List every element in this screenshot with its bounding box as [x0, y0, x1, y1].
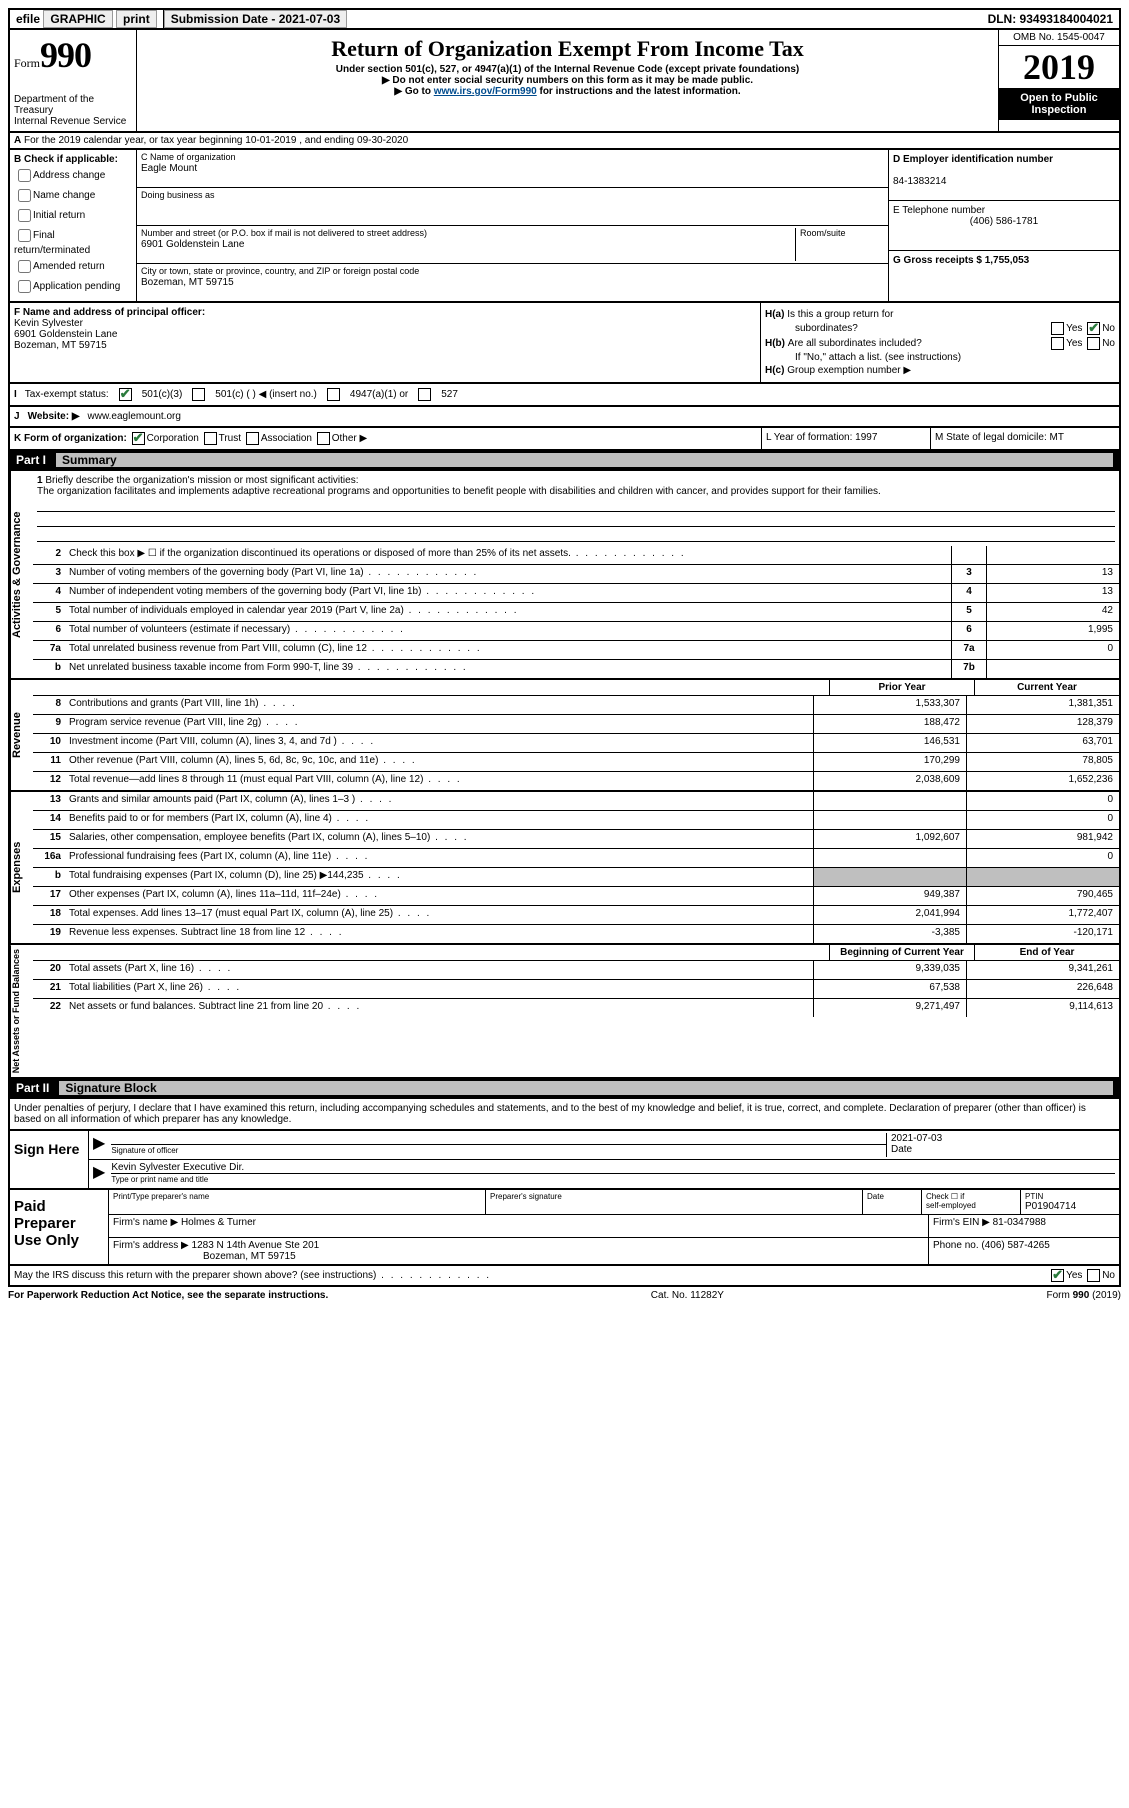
gross-receipts: G Gross receipts $ 1,755,053 [893, 255, 1029, 266]
table-row: bNet unrelated business taxable income f… [33, 660, 1119, 678]
table-row: 19Revenue less expenses. Subtract line 1… [33, 925, 1119, 943]
table-row: 10Investment income (Part VIII, column (… [33, 734, 1119, 753]
part1-header: Part ISummary [8, 451, 1121, 471]
open-to-public: Open to Public Inspection [999, 88, 1119, 120]
dept-label: Department of the Treasury Internal Reve… [14, 94, 132, 127]
table-row: 3Number of voting members of the governi… [33, 565, 1119, 584]
form-number: 990 [40, 35, 91, 75]
ein: 84-1383214 [893, 176, 946, 187]
page-footer: For Paperwork Reduction Act Notice, see … [8, 1287, 1121, 1304]
netassets-col-header: Beginning of Current Year End of Year [33, 945, 1119, 961]
website-url: www.eaglemount.org [88, 411, 181, 422]
side-label-governance: Activities & Governance [10, 471, 33, 678]
sig-date: 2021-07-03 [891, 1133, 1111, 1144]
table-row: bTotal fundraising expenses (Part IX, co… [33, 868, 1119, 887]
table-row: 4Number of independent voting members of… [33, 584, 1119, 603]
ptin: P01904714 [1025, 1201, 1076, 1212]
firm-ein: 81-0347988 [993, 1217, 1046, 1228]
print-btn[interactable]: print [116, 10, 157, 28]
row-a: A For the 2019 calendar year, or tax yea… [8, 133, 1121, 150]
declaration-text: Under penalties of perjury, I declare th… [8, 1099, 1121, 1131]
firm-address: 1283 N 14th Avenue Ste 201 [192, 1240, 320, 1251]
table-row: 21Total liabilities (Part X, line 26)67,… [33, 980, 1119, 999]
firm-name: Holmes & Turner [181, 1217, 256, 1228]
form-word: Form [14, 56, 40, 70]
title-col: Return of Organization Exempt From Incom… [137, 30, 998, 131]
table-row: 11Other revenue (Part VIII, column (A), … [33, 753, 1119, 772]
table-row: 17Other expenses (Part IX, column (A), l… [33, 887, 1119, 906]
col-f: F Name and address of principal officer:… [10, 303, 761, 382]
irs-link[interactable]: www.irs.gov/Form990 [434, 86, 537, 97]
col-h: H(a) Is this a group return for subordin… [761, 303, 1119, 382]
table-row: 5Total number of individuals employed in… [33, 603, 1119, 622]
paid-preparer-block: Paid Preparer Use Only Print/Type prepar… [8, 1190, 1121, 1266]
state-of-domicile: M State of legal domicile: MT [930, 428, 1119, 449]
table-row: 16aProfessional fundraising fees (Part I… [33, 849, 1119, 868]
officer-name-title: Kevin Sylvester Executive Dir. [111, 1162, 1115, 1173]
sig-arrow-icon: ▶ [93, 1133, 111, 1157]
form-label-col: Form990 Department of the Treasury Inter… [10, 30, 137, 131]
top-bar: efile GRAPHIC print Submission Date - 20… [8, 8, 1121, 30]
dln: DLN: 93493184004021 [982, 10, 1119, 28]
side-label-revenue: Revenue [10, 680, 33, 790]
form-title: Return of Organization Exempt From Incom… [141, 36, 994, 62]
sign-here-block: Sign Here ▶ Signature of officer 2021-07… [8, 1131, 1121, 1190]
year-of-formation: L Year of formation: 1997 [761, 428, 930, 449]
table-row: 20Total assets (Part X, line 16)9,339,03… [33, 961, 1119, 980]
omb-number: OMB No. 1545-0047 [999, 30, 1119, 46]
table-row: 9Program service revenue (Part VIII, lin… [33, 715, 1119, 734]
side-label-net-assets: Net Assets or Fund Balances [10, 945, 33, 1077]
submission-date: Submission Date - 2021-07-03 [164, 10, 347, 28]
section-expenses: Expenses 13Grants and similar amounts pa… [8, 792, 1121, 945]
table-row: 6Total number of volunteers (estimate if… [33, 622, 1119, 641]
col-d-e-g: D Employer identification number84-13832… [889, 150, 1119, 301]
row-klm: K Form of organization: Corporation Trus… [8, 428, 1121, 451]
side-label-expenses: Expenses [10, 792, 33, 943]
sig-arrow-icon: ▶ [93, 1162, 111, 1186]
discuss-row: May the IRS discuss this return with the… [8, 1266, 1121, 1287]
cb-final-return[interactable]: Final return/terminated [14, 226, 132, 256]
subtitle-1: Under section 501(c), 527, or 4947(a)(1)… [141, 64, 994, 75]
city-state-zip: Bozeman, MT 59715 [141, 277, 234, 288]
telephone: (406) 586-1781 [893, 216, 1115, 227]
cb-address-change[interactable]: Address change [14, 166, 132, 185]
entity-block: B Check if applicable: Address change Na… [8, 150, 1121, 303]
section-governance: Activities & Governance 1 Briefly descri… [8, 471, 1121, 680]
table-row: 14Benefits paid to or for members (Part … [33, 811, 1119, 830]
table-row: 15Salaries, other compensation, employee… [33, 830, 1119, 849]
year-col: OMB No. 1545-0047 2019 Open to Public In… [998, 30, 1119, 131]
street-address: 6901 Goldenstein Lane [141, 239, 244, 250]
efile-label: efile GRAPHIC print [10, 10, 164, 28]
fgh-block: F Name and address of principal officer:… [8, 303, 1121, 384]
cb-name-change[interactable]: Name change [14, 186, 132, 205]
col-c: C Name of organizationEagle Mount Doing … [137, 150, 889, 301]
table-row: 7aTotal unrelated business revenue from … [33, 641, 1119, 660]
officer-name: Kevin Sylvester [14, 318, 83, 329]
org-name: Eagle Mount [141, 163, 197, 174]
table-row: 13Grants and similar amounts paid (Part … [33, 792, 1119, 811]
table-row: 22Net assets or fund balances. Subtract … [33, 999, 1119, 1017]
mission-block: 1 Briefly describe the organization's mi… [33, 471, 1119, 546]
graphic-btn[interactable]: GRAPHIC [43, 10, 112, 28]
part2-header: Part IISignature Block [8, 1079, 1121, 1099]
revenue-col-header: Prior Year Current Year [33, 680, 1119, 696]
row-j-website: J Website: ▶ www.eaglemount.org [8, 407, 1121, 428]
firm-phone: (406) 587-4265 [981, 1240, 1049, 1251]
section-revenue: Revenue Prior Year Current Year 8Contrib… [8, 680, 1121, 792]
cb-amended-return[interactable]: Amended return [14, 257, 132, 276]
cb-application-pending[interactable]: Application pending [14, 277, 132, 296]
subtitle-2: Do not enter social security numbers on … [141, 75, 994, 86]
mission-text: The organization facilitates and impleme… [37, 486, 881, 497]
section-net-assets: Net Assets or Fund Balances Beginning of… [8, 945, 1121, 1079]
subtitle-3: Go to www.irs.gov/Form990 for instructio… [141, 86, 994, 97]
cb-initial-return[interactable]: Initial return [14, 206, 132, 225]
table-row: 2Check this box ▶ ☐ if the organization … [33, 546, 1119, 565]
table-row: 18Total expenses. Add lines 13–17 (must … [33, 906, 1119, 925]
col-b-checkboxes: B Check if applicable: Address change Na… [10, 150, 137, 301]
tax-year: 2019 [999, 46, 1119, 88]
form-header: Form990 Department of the Treasury Inter… [8, 30, 1121, 133]
row-i-tax-exempt: I Tax-exempt status: 501(c)(3) 501(c) ( … [8, 384, 1121, 407]
table-row: 12Total revenue—add lines 8 through 11 (… [33, 772, 1119, 790]
table-row: 8Contributions and grants (Part VIII, li… [33, 696, 1119, 715]
